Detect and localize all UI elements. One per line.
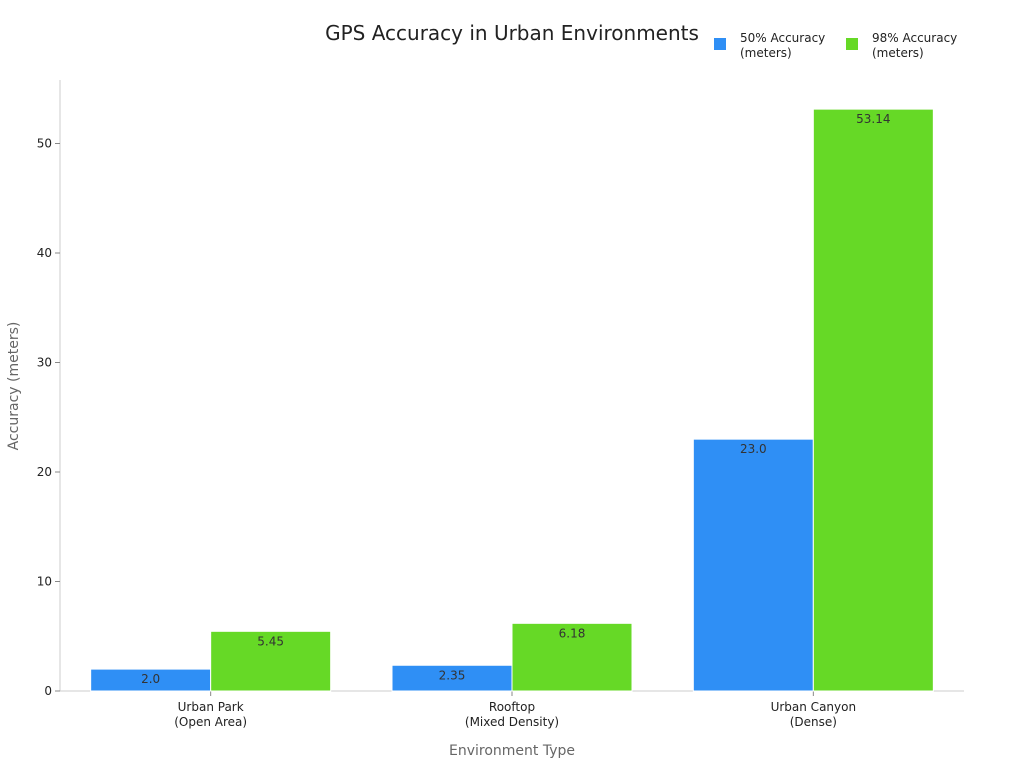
y-tick-label: 20 bbox=[37, 465, 52, 479]
bar bbox=[210, 630, 332, 692]
data-label: 2.35 bbox=[439, 668, 466, 682]
bar bbox=[692, 438, 814, 692]
x-tick-label: Rooftop (Mixed Density) bbox=[465, 700, 559, 729]
y-tick-label: 50 bbox=[37, 137, 52, 151]
y-axis-title: Accuracy (meters) bbox=[6, 322, 22, 451]
data-label: 23.0 bbox=[740, 442, 767, 456]
legend-swatch bbox=[846, 38, 858, 50]
data-label: 5.45 bbox=[257, 634, 284, 648]
chart-title: GPS Accuracy in Urban Environments bbox=[325, 21, 699, 45]
bars: 2.0 5.45 2.35 6.18 23.0 53.14 bbox=[90, 108, 934, 692]
x-tick-label: Urban Canyon (Dense) bbox=[771, 700, 857, 729]
x-axis-title: Environment Type bbox=[449, 743, 575, 759]
y-tick-label: 0 bbox=[44, 684, 52, 698]
legend-label: 98% Accuracy (meters) bbox=[872, 31, 957, 60]
x-tick-label: Urban Park (Open Area) bbox=[174, 700, 247, 729]
legend: 50% Accuracy (meters) 98% Accuracy (meters) bbox=[714, 31, 957, 60]
bar bbox=[511, 622, 633, 692]
data-label: 2.0 bbox=[141, 672, 160, 686]
y-axis: 0 10 20 30 40 50 bbox=[37, 80, 61, 698]
y-tick-label: 40 bbox=[37, 246, 52, 260]
data-label: 53.14 bbox=[856, 112, 890, 126]
x-axis: Urban Park (Open Area) Rooftop (Mixed Densi… bbox=[60, 690, 964, 729]
bar bbox=[812, 108, 934, 692]
legend-label: 50% Accuracy (meters) bbox=[740, 31, 825, 60]
legend-swatch bbox=[714, 38, 726, 50]
y-tick-label: 30 bbox=[37, 356, 52, 370]
data-label: 6.18 bbox=[559, 626, 586, 640]
y-tick-label: 10 bbox=[37, 575, 52, 589]
